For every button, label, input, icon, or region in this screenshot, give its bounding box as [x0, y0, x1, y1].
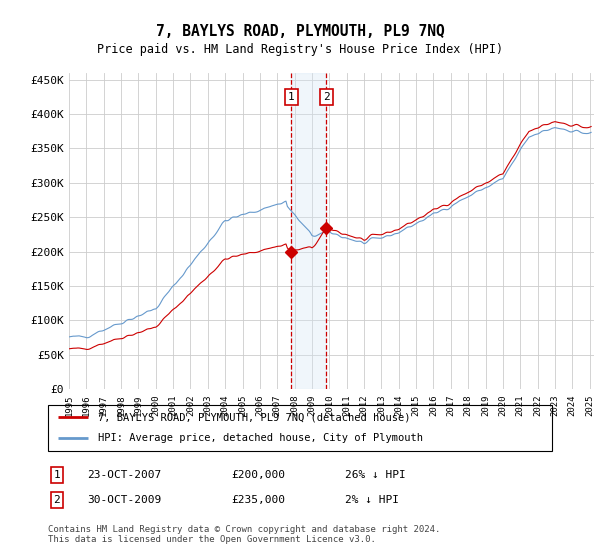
Text: 2: 2 — [323, 92, 330, 102]
Text: 1: 1 — [53, 470, 61, 480]
Text: 2% ↓ HPI: 2% ↓ HPI — [345, 495, 399, 505]
Text: 23-OCT-2007: 23-OCT-2007 — [87, 470, 161, 480]
Text: 7, BAYLYS ROAD, PLYMOUTH, PL9 7NQ: 7, BAYLYS ROAD, PLYMOUTH, PL9 7NQ — [155, 24, 445, 39]
Text: Price paid vs. HM Land Registry's House Price Index (HPI): Price paid vs. HM Land Registry's House … — [97, 43, 503, 56]
Text: 26% ↓ HPI: 26% ↓ HPI — [345, 470, 406, 480]
Text: 7, BAYLYS ROAD, PLYMOUTH, PL9 7NQ (detached house): 7, BAYLYS ROAD, PLYMOUTH, PL9 7NQ (detac… — [98, 412, 411, 422]
Text: 1: 1 — [288, 92, 295, 102]
Text: 30-OCT-2009: 30-OCT-2009 — [87, 495, 161, 505]
Text: £235,000: £235,000 — [231, 495, 285, 505]
Text: Contains HM Land Registry data © Crown copyright and database right 2024.
This d: Contains HM Land Registry data © Crown c… — [48, 525, 440, 544]
Text: 2: 2 — [53, 495, 61, 505]
Bar — [292, 73, 326, 389]
Text: HPI: Average price, detached house, City of Plymouth: HPI: Average price, detached house, City… — [98, 433, 424, 444]
Text: £200,000: £200,000 — [231, 470, 285, 480]
